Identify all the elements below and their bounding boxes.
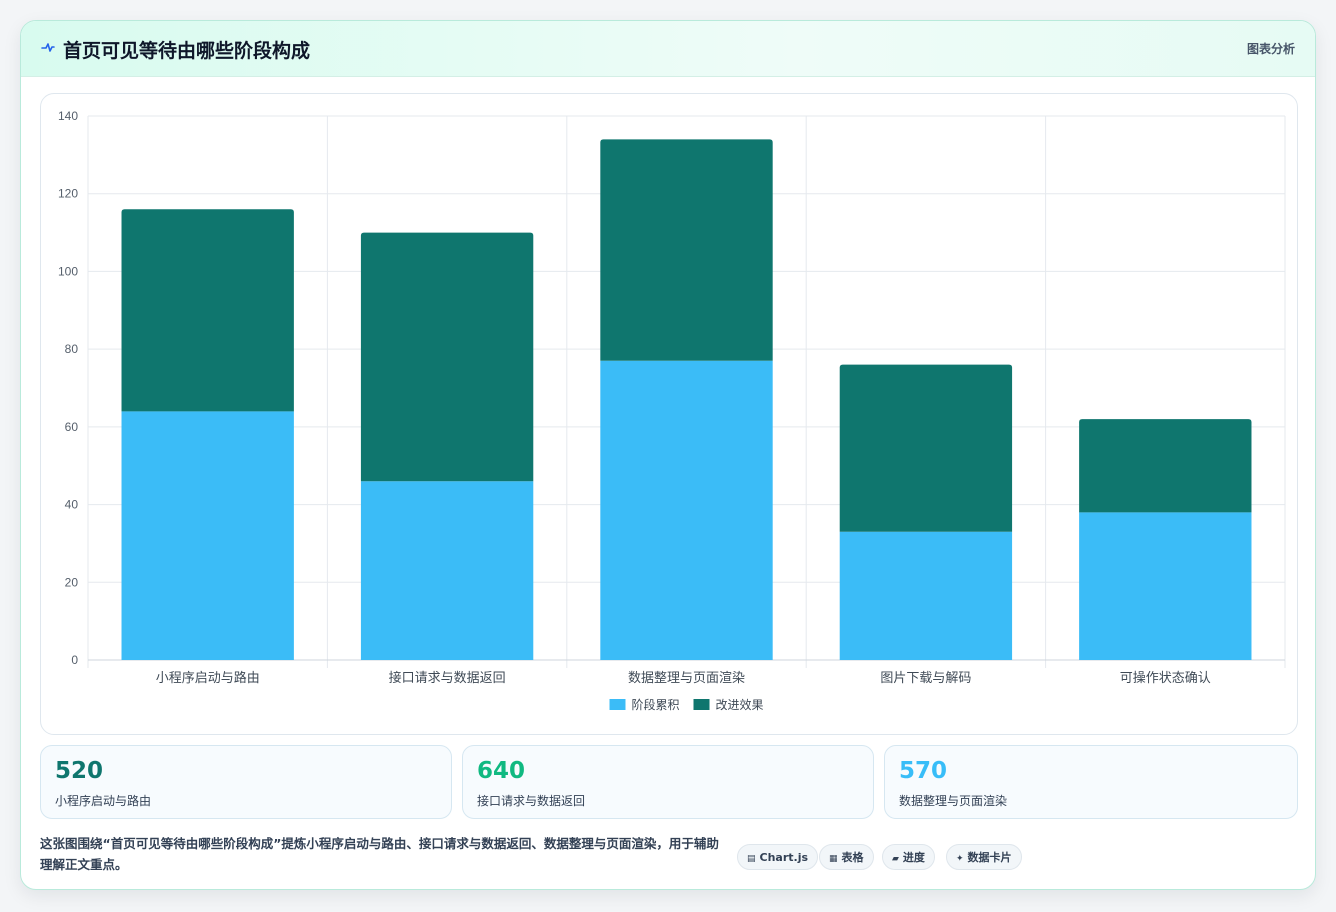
stat-value: 570 <box>899 758 948 784</box>
chip-label: 进度 <box>902 851 925 864</box>
bar-segment <box>839 531 1013 660</box>
x-tick-label: 小程序启动与路由 <box>156 670 260 686</box>
y-tick-label: 40 <box>65 498 79 512</box>
stat-card-1: 520 小程序启动与路由 <box>40 745 452 819</box>
chart-panel: 0 20 40 60 80 100 120 140 小程序启动与路由 接口请求与数据返回 数据整理与… <box>40 93 1298 735</box>
x-tick-label: 数据整理与页面渲染 <box>628 671 745 686</box>
page-title: 首页可见等待由哪些阶段构成 <box>63 40 311 62</box>
bar-segment <box>360 481 534 660</box>
bar-segment <box>1079 512 1252 660</box>
chart-card: 首页可见等待由哪些阶段构成 图表分析 0 20 40 60 80 100 120 140 小程序… <box>20 20 1316 890</box>
y-tick-label: 120 <box>58 187 78 201</box>
chip-label: 表格 <box>841 851 864 864</box>
stat-label: 小程序启动与路由 <box>55 794 152 808</box>
chart-icon: ▤ <box>747 854 756 864</box>
chip-table[interactable]: ▦ 表格 <box>819 844 874 870</box>
y-tick-label: 60 <box>65 420 79 434</box>
legend-label: 改进效果 <box>716 697 764 712</box>
stat-label: 数据整理与页面渲染 <box>899 794 1008 808</box>
x-tick-label: 图片下载与解码 <box>880 671 971 686</box>
bar-segment <box>600 360 773 660</box>
y-tick-label: 100 <box>58 264 78 278</box>
y-tick-label: 20 <box>65 575 79 589</box>
chart-description: 这张图围绕“首页可见等待由哪些阶段构成”提炼小程序启动与路由、接口请求与数据返回… <box>40 836 719 872</box>
chip-label: Chart.js <box>759 851 809 864</box>
stat-value: 520 <box>55 758 104 784</box>
chart-analysis-link[interactable]: 图表分析 <box>1246 42 1295 56</box>
stat-card-2: 640 接口请求与数据返回 <box>462 745 874 819</box>
stat-label: 接口请求与数据返回 <box>477 794 586 808</box>
y-tick-label: 140 <box>58 109 78 123</box>
stacked-bar-chart: 0 20 40 60 80 100 120 140 小程序启动与路由 接口请求与数据返回 数据整理与… <box>58 109 1286 712</box>
stat-card-3: 570 数据整理与页面渲染 <box>884 745 1298 819</box>
y-tick-label: 0 <box>71 653 78 667</box>
legend-label: 阶段累积 <box>632 697 680 712</box>
card-header: 首页可见等待由哪些阶段构成 图表分析 <box>21 21 1315 77</box>
x-tick-label: 可操作状态确认 <box>1120 670 1211 686</box>
chip-progress[interactable]: ▰ 进度 <box>882 844 935 870</box>
pulse-icon <box>41 43 55 52</box>
bar-segment <box>121 411 294 660</box>
sparkle-icon: ✦ <box>956 854 964 864</box>
bar-segment <box>839 364 1013 532</box>
chip-chartjs[interactable]: ▤ Chart.js <box>737 844 819 870</box>
table-icon: ▦ <box>829 854 838 864</box>
y-tick-label: 80 <box>65 342 79 356</box>
bar-segment <box>600 139 773 361</box>
legend-swatch <box>693 699 710 710</box>
x-tick-label: 接口请求与数据返回 <box>389 670 506 686</box>
progress-icon: ▰ <box>892 854 899 864</box>
stat-value: 640 <box>477 758 526 784</box>
chip-data-cards[interactable]: ✦ 数据卡片 <box>946 844 1022 870</box>
bar-segment <box>360 232 534 482</box>
legend-swatch <box>609 699 626 710</box>
bar-segment <box>1079 419 1252 513</box>
bar-segment <box>121 209 294 412</box>
chip-label: 数据卡片 <box>967 851 1012 864</box>
